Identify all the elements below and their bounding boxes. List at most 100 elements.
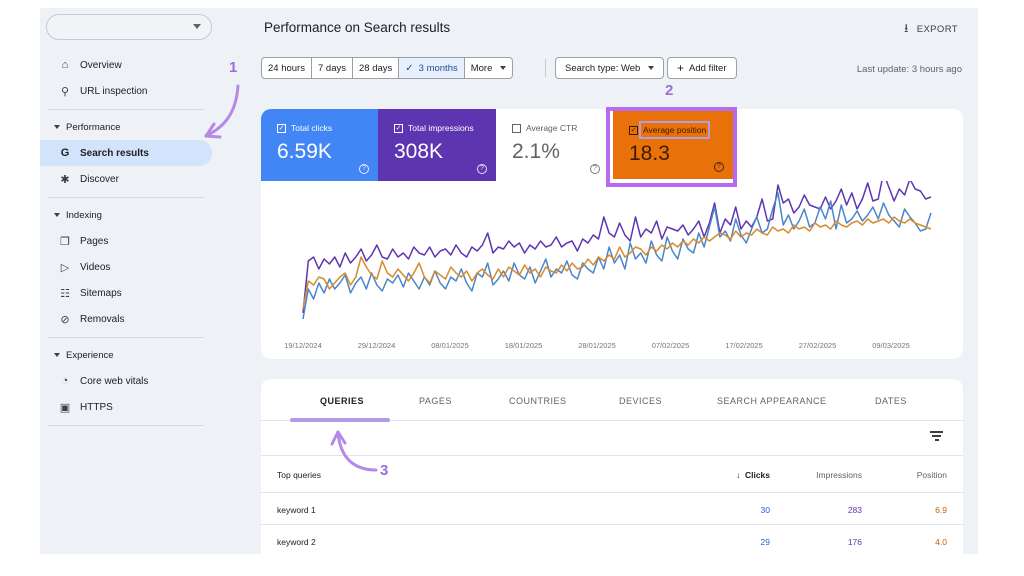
sort-arrow-down-icon: ↓ xyxy=(735,470,741,480)
tab-devices[interactable]: DEVICES xyxy=(619,396,663,406)
column-header-clicks[interactable]: ↓ Clicks xyxy=(736,470,770,480)
range-7-days[interactable]: 7 days xyxy=(312,58,353,78)
sidebar-section-performance[interactable]: Performance xyxy=(40,117,212,137)
chevron-down-icon xyxy=(648,66,655,70)
tab-countries[interactable]: COUNTRIES xyxy=(509,396,567,406)
performance-line-chart: 19/12/2024 29/12/2024 08/01/2025 18/01/2025… xyxy=(284,181,932,350)
sidebar-item-core-web-vitals[interactable]: ◔ Core web vitals xyxy=(40,368,212,394)
help-icon[interactable]: ? xyxy=(590,164,600,174)
sidebar-item-sitemaps[interactable]: ☷ Sitemaps xyxy=(40,280,212,306)
sidebar-divider xyxy=(48,425,204,426)
sidebar-divider xyxy=(48,109,204,110)
annotation-highlight-box xyxy=(606,107,737,187)
search-type-label: Search type: Web xyxy=(565,62,641,74)
help-icon[interactable]: ? xyxy=(714,162,724,172)
sidebar-item-label: Core web vitals xyxy=(80,375,149,387)
section-label: Performance xyxy=(66,121,121,133)
sidebar-item-removals[interactable]: ⊘ Removals xyxy=(40,306,212,332)
range-3-months[interactable]: ✓ 3 months xyxy=(399,58,465,78)
metric-total-impressions[interactable]: ✓ Total impressions 308K ? xyxy=(378,109,496,181)
column-header-query[interactable]: Top queries xyxy=(277,470,321,480)
metric-average-position[interactable]: ✓ Average position 18.3 ? xyxy=(613,111,733,179)
x-tick-label: 17/02/2025 xyxy=(725,341,763,350)
range-more-dropdown[interactable]: More xyxy=(465,58,513,78)
sidebar-item-label: Pages xyxy=(80,235,109,247)
section-collapse-icon xyxy=(54,353,60,357)
add-filter-button[interactable]: + Add filter xyxy=(667,57,737,79)
series-line-total-clicks xyxy=(302,192,932,320)
metric-label: Total clicks xyxy=(291,123,333,133)
table-row[interactable]: keyword 1 30 283 6.9 xyxy=(261,493,963,525)
table-row[interactable]: keyword 2 29 176 4.0 xyxy=(261,525,963,554)
sidebar-section-indexing[interactable]: Indexing xyxy=(40,205,212,225)
table-card: QUERIES PAGES COUNTRIES DEVICES SEARCH A… xyxy=(261,379,963,554)
sidebar-item-label: Sitemaps xyxy=(80,287,122,299)
sidebar-item-label: URL inspection xyxy=(80,85,148,97)
table-header-row: Top queries ↓ Clicks Impressions Positio… xyxy=(261,455,963,493)
sidebar-item-label: HTTPS xyxy=(80,401,113,413)
metric-value: 308K xyxy=(394,140,444,163)
download-icon: ⭳ xyxy=(904,21,909,35)
sidebar-item-url-inspection[interactable]: ⚲ URL inspection xyxy=(40,78,212,104)
dimension-tabs: QUERIES PAGES COUNTRIES DEVICES SEARCH A… xyxy=(261,379,963,422)
sidebar-item-discover[interactable]: ✱ Discover xyxy=(40,166,212,192)
export-button[interactable]: ⭳ EXPORT xyxy=(904,19,958,40)
sidebar-item-videos[interactable]: ▷ Videos xyxy=(40,254,212,280)
checkbox-checked-icon: ✓ xyxy=(394,123,403,133)
asterisk-icon: ✱ xyxy=(60,173,70,186)
sidebar-item-overview[interactable]: ⌂ Overview xyxy=(40,52,212,78)
series-line-average-position xyxy=(302,216,932,310)
sidebar-item-pages[interactable]: ❐ Pages xyxy=(40,228,212,254)
check-icon: ✓ xyxy=(405,62,414,74)
search-type-dropdown[interactable]: Search type: Web xyxy=(555,57,665,79)
filter-rows-icon[interactable] xyxy=(930,431,943,443)
last-update-text: Last update: 3 hours ago xyxy=(856,64,962,75)
checkbox-checked-icon: ✓ xyxy=(277,123,286,133)
section-collapse-icon xyxy=(54,125,60,129)
help-icon[interactable]: ? xyxy=(359,164,369,174)
performance-chart-card: ✓ Total clicks 6.59K ? ✓ Total impressions… xyxy=(261,109,963,359)
range-label: 7 days xyxy=(317,62,346,74)
tab-queries[interactable]: QUERIES xyxy=(320,396,365,406)
sidebar-item-label: Videos xyxy=(80,261,111,273)
annotation-number-2: 2 xyxy=(665,82,674,99)
metric-value: 2.1% xyxy=(512,140,560,163)
sidebar-section-experience[interactable]: Experience xyxy=(40,345,212,365)
range-24-hours[interactable]: 24 hours xyxy=(262,58,312,78)
tab-search-appearance[interactable]: SEARCH APPEARANCE xyxy=(717,396,827,406)
chart-series-group xyxy=(302,181,932,320)
section-collapse-icon xyxy=(54,213,60,217)
video-icon: ▷ xyxy=(60,261,70,274)
sidebar-item-search-results[interactable]: G Search results xyxy=(40,140,212,166)
page-title: Performance on Search results xyxy=(264,20,451,35)
column-header-impressions[interactable]: Impressions xyxy=(816,470,862,480)
sidebar-item-label: Discover xyxy=(80,173,119,185)
metric-label: Total impressions xyxy=(408,123,474,133)
x-tick-label: 28/01/2025 xyxy=(578,341,616,350)
tab-dates[interactable]: DATES xyxy=(875,396,907,406)
date-range-selector: 24 hours 7 days 28 days ✓ 3 months More xyxy=(261,57,514,79)
column-header-position[interactable]: Position xyxy=(916,470,947,480)
chevron-down-icon xyxy=(193,24,201,29)
help-icon[interactable]: ? xyxy=(477,164,487,174)
property-selector[interactable] xyxy=(46,14,212,40)
google-g-icon: G xyxy=(60,147,70,159)
range-28-days[interactable]: 28 days xyxy=(353,58,400,78)
range-label: 24 hours xyxy=(268,62,305,74)
x-tick-label: 29/12/2024 xyxy=(358,341,396,350)
sidebar-item-label: Search results xyxy=(80,147,149,159)
export-label: EXPORT xyxy=(916,24,958,35)
search-icon: ⚲ xyxy=(60,85,70,98)
lock-icon: ▣ xyxy=(59,401,71,414)
cell-clicks: 29 xyxy=(760,537,770,547)
search-console-window: ⌂ Overview ⚲ URL inspection Performance … xyxy=(40,8,978,554)
sidebar-item-label: Overview xyxy=(80,59,122,71)
sidebar-item-https[interactable]: ▣ HTTPS xyxy=(40,394,212,420)
metric-total-clicks[interactable]: ✓ Total clicks 6.59K ? xyxy=(261,109,378,181)
checkbox-checked-icon: ✓ xyxy=(629,125,638,135)
range-label: 3 months xyxy=(418,62,458,74)
metric-average-ctr[interactable]: Average CTR 2.1% ? xyxy=(496,109,609,181)
x-tick-label: 18/01/2025 xyxy=(505,341,543,350)
active-tab-indicator xyxy=(290,418,390,422)
tab-pages[interactable]: PAGES xyxy=(419,396,452,406)
